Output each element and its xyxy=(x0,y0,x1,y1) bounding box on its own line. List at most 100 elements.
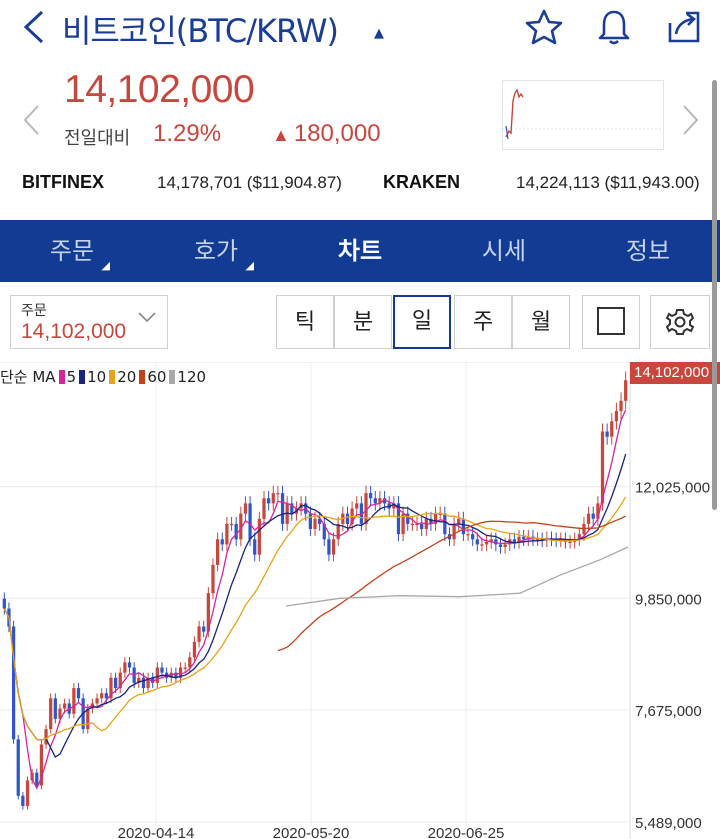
candle xyxy=(234,523,238,540)
tab-order[interactable]: 주문 ◢ xyxy=(49,237,110,272)
candle xyxy=(248,503,252,540)
candle xyxy=(225,523,229,545)
title-dropdown-caret[interactable]: ▲ xyxy=(374,26,384,41)
up-triangle-icon: ▲ xyxy=(272,125,290,145)
candle xyxy=(271,493,275,504)
candle xyxy=(178,667,183,678)
candle xyxy=(104,693,108,699)
tab-chart[interactable]: 차트 xyxy=(337,237,383,265)
tab-market[interactable]: 시세 xyxy=(481,237,527,265)
change-percent: 1.29% xyxy=(153,120,222,147)
page-title: 비트코인(BTC/KRW) xyxy=(62,12,339,50)
back-icon[interactable] xyxy=(18,8,50,46)
y-tick-label: 9,850,000 xyxy=(635,591,702,608)
candle xyxy=(401,513,405,535)
candle xyxy=(21,795,25,807)
fullscreen-button[interactable] xyxy=(582,295,640,349)
candle xyxy=(373,498,377,504)
candle xyxy=(600,431,605,504)
candle xyxy=(109,677,113,699)
last-price-tag: 14,102,000 xyxy=(630,362,720,384)
candle xyxy=(25,780,30,807)
candle xyxy=(49,698,53,730)
share-icon[interactable] xyxy=(664,8,704,46)
candle xyxy=(484,541,489,545)
ma-line xyxy=(3,409,627,790)
candle xyxy=(44,729,48,745)
candle xyxy=(206,593,210,632)
scrollbar[interactable] xyxy=(712,80,717,510)
ma-line xyxy=(3,496,627,741)
period-day[interactable]: 일 xyxy=(393,295,451,349)
candle xyxy=(220,539,224,545)
y-tick-label: 7,675,000 xyxy=(635,703,702,720)
candle xyxy=(123,662,127,673)
period-month[interactable]: 월 xyxy=(512,295,570,349)
candle xyxy=(39,744,44,786)
mini-chart[interactable] xyxy=(502,80,664,150)
candle xyxy=(610,421,614,437)
x-tick-label: 2020-06-25 xyxy=(428,825,505,839)
tab-info[interactable]: 정보 xyxy=(625,237,671,265)
candle xyxy=(141,677,146,689)
candle xyxy=(276,493,280,495)
candle xyxy=(239,513,243,540)
candle xyxy=(489,539,493,542)
candle xyxy=(16,739,20,796)
candle xyxy=(192,641,197,658)
candle xyxy=(438,513,442,515)
candle xyxy=(461,518,466,535)
candle xyxy=(475,539,479,545)
prev-chevron-icon[interactable] xyxy=(20,102,42,138)
candle xyxy=(466,534,470,536)
candle xyxy=(35,772,39,786)
order-price-select[interactable]: 주문 14,102,000 xyxy=(10,295,168,349)
candle xyxy=(53,698,57,719)
candle xyxy=(127,662,132,668)
candle xyxy=(308,513,312,530)
candle xyxy=(364,493,368,524)
candle xyxy=(229,523,234,526)
star-icon[interactable] xyxy=(524,8,564,46)
candle xyxy=(58,708,62,719)
candle xyxy=(577,534,581,540)
period-week[interactable]: 주 xyxy=(454,295,512,349)
candle xyxy=(503,544,507,547)
bell-icon[interactable] xyxy=(594,8,634,46)
candle xyxy=(155,667,159,683)
candle xyxy=(512,539,517,542)
candle xyxy=(382,498,387,504)
candle xyxy=(322,523,326,540)
candle xyxy=(100,693,104,699)
exchange-price: 14,224,113 ($11,943.00) xyxy=(516,173,700,192)
candle xyxy=(257,518,261,555)
candle xyxy=(452,523,456,540)
y-tick-label: 12,025,000 xyxy=(635,480,710,497)
candle xyxy=(183,667,187,669)
candle xyxy=(568,541,572,544)
next-chevron-icon[interactable] xyxy=(680,102,702,138)
candle xyxy=(410,523,415,526)
candle xyxy=(146,677,150,689)
candle xyxy=(433,513,438,524)
period-minute[interactable]: 분 xyxy=(334,295,392,349)
period-tick[interactable]: 틱 xyxy=(276,295,334,349)
candle xyxy=(591,513,595,519)
ma-legend: 단순 MA 5 10 20 60 120 xyxy=(0,368,207,386)
candle xyxy=(471,534,475,540)
candle xyxy=(313,518,317,530)
change-amount: ▲ 180,000 xyxy=(272,120,381,147)
change-label: 전일대비 xyxy=(64,128,131,149)
exchange-prices: BITFINEX 14,178,701 ($11,904.87) KRAKEN … xyxy=(0,166,720,200)
ma-line xyxy=(3,453,627,759)
tab-orderbook[interactable]: 호가 ◢ xyxy=(193,237,254,272)
x-tick-label: 2020-04-14 xyxy=(118,825,195,839)
price-chart[interactable]: 12,025,000 9,850,000 7,675,000 5,489,000 202… xyxy=(0,362,720,839)
candle xyxy=(243,503,248,514)
candle xyxy=(392,503,396,509)
price-summary: 14,102,000 전일대비 1.29% ▲ 180,000 xyxy=(0,60,720,170)
candle xyxy=(457,518,461,524)
settings-button[interactable] xyxy=(650,295,710,349)
candle xyxy=(526,536,530,540)
candle xyxy=(336,523,340,540)
